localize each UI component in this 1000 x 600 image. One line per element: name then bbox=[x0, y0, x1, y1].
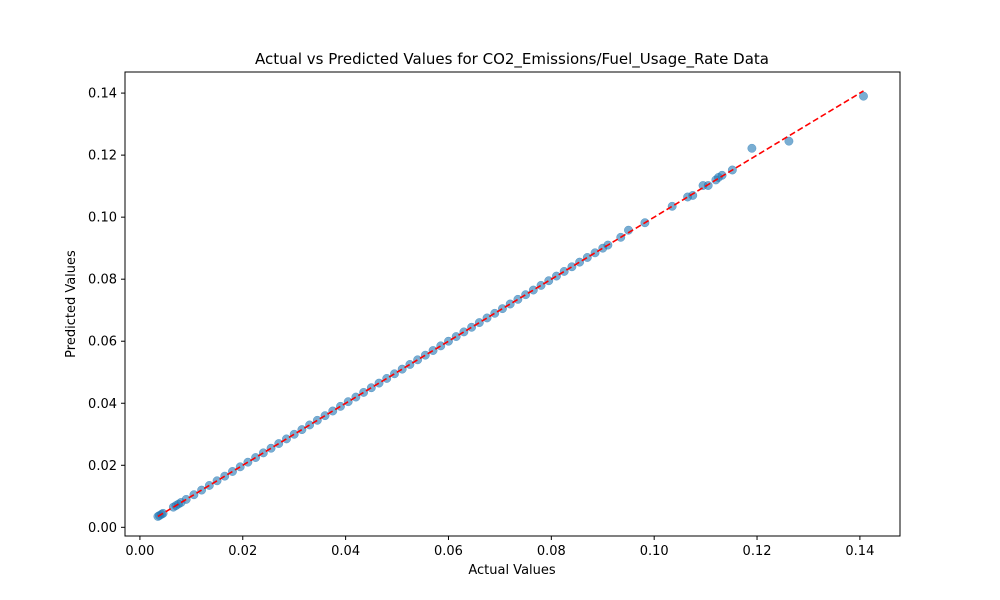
data-point bbox=[784, 136, 794, 146]
data-point bbox=[328, 406, 338, 416]
data-point bbox=[320, 411, 330, 421]
data-point bbox=[474, 318, 484, 328]
y-axis-label: Predicted Values bbox=[64, 250, 79, 358]
data-point bbox=[436, 341, 446, 351]
y-tick-label: 0.06 bbox=[88, 335, 117, 350]
data-point bbox=[212, 476, 222, 486]
y-axis-ticks: 0.00 0.02 0.04 0.06 0.08 0.10 0.12 0.14 bbox=[88, 87, 125, 536]
y-tick-label: 0.10 bbox=[88, 211, 117, 226]
data-point bbox=[351, 392, 361, 402]
data-point bbox=[444, 336, 453, 346]
data-point bbox=[274, 439, 284, 449]
reference-line-group bbox=[157, 90, 864, 518]
data-point bbox=[397, 364, 407, 374]
data-point bbox=[305, 420, 315, 430]
data-point bbox=[420, 350, 430, 360]
data-point bbox=[582, 253, 592, 262]
y-tick-label: 0.12 bbox=[88, 149, 117, 164]
scatter-points bbox=[153, 91, 868, 521]
data-point bbox=[343, 397, 353, 407]
y-tick-label: 0.14 bbox=[88, 87, 117, 102]
plot-frame bbox=[124, 71, 901, 537]
data-point bbox=[482, 313, 492, 323]
x-tick-label: 0.08 bbox=[537, 544, 566, 559]
data-point bbox=[405, 360, 415, 369]
data-point bbox=[413, 355, 423, 365]
data-point bbox=[158, 508, 168, 518]
x-tick-label: 0.10 bbox=[640, 544, 669, 559]
data-point bbox=[374, 378, 384, 388]
x-tick-label: 0.14 bbox=[845, 544, 874, 559]
y-tick-label: 0.02 bbox=[88, 459, 117, 474]
data-point bbox=[490, 308, 500, 318]
x-tick-label: 0.06 bbox=[434, 544, 463, 559]
data-point bbox=[536, 280, 546, 290]
data-point bbox=[189, 490, 199, 500]
y-tick-label: 0.00 bbox=[88, 521, 117, 536]
data-point bbox=[528, 285, 538, 295]
reference-line bbox=[157, 90, 864, 518]
y-tick-label: 0.08 bbox=[88, 273, 117, 288]
x-tick-label: 0.12 bbox=[743, 544, 772, 559]
data-point bbox=[747, 143, 757, 153]
data-point bbox=[382, 373, 392, 383]
data-point bbox=[559, 266, 569, 276]
data-point bbox=[220, 471, 230, 481]
x-axis-label: Actual Values bbox=[468, 563, 556, 578]
data-point bbox=[359, 387, 369, 397]
x-tick-label: 0.00 bbox=[125, 544, 154, 559]
x-axis-ticks: 0.00 0.02 0.04 0.06 0.08 0.10 0.12 0.14 bbox=[125, 536, 874, 559]
x-tick-label: 0.02 bbox=[228, 544, 257, 559]
data-point bbox=[513, 294, 523, 304]
data-point bbox=[336, 401, 345, 411]
y-tick-label: 0.04 bbox=[88, 397, 117, 412]
data-point bbox=[366, 383, 376, 393]
data-point bbox=[235, 462, 245, 472]
data-point bbox=[390, 369, 399, 379]
data-point bbox=[590, 248, 600, 258]
chart-title: Actual vs Predicted Values for CO2_Emiss… bbox=[255, 50, 769, 69]
data-point bbox=[251, 453, 261, 462]
data-point bbox=[312, 415, 322, 425]
data-point bbox=[297, 425, 307, 435]
data-point bbox=[289, 429, 299, 439]
data-point bbox=[204, 480, 214, 490]
data-point bbox=[552, 271, 561, 281]
data-point bbox=[859, 91, 868, 101]
data-point bbox=[428, 346, 438, 355]
x-tick-label: 0.04 bbox=[331, 544, 360, 559]
